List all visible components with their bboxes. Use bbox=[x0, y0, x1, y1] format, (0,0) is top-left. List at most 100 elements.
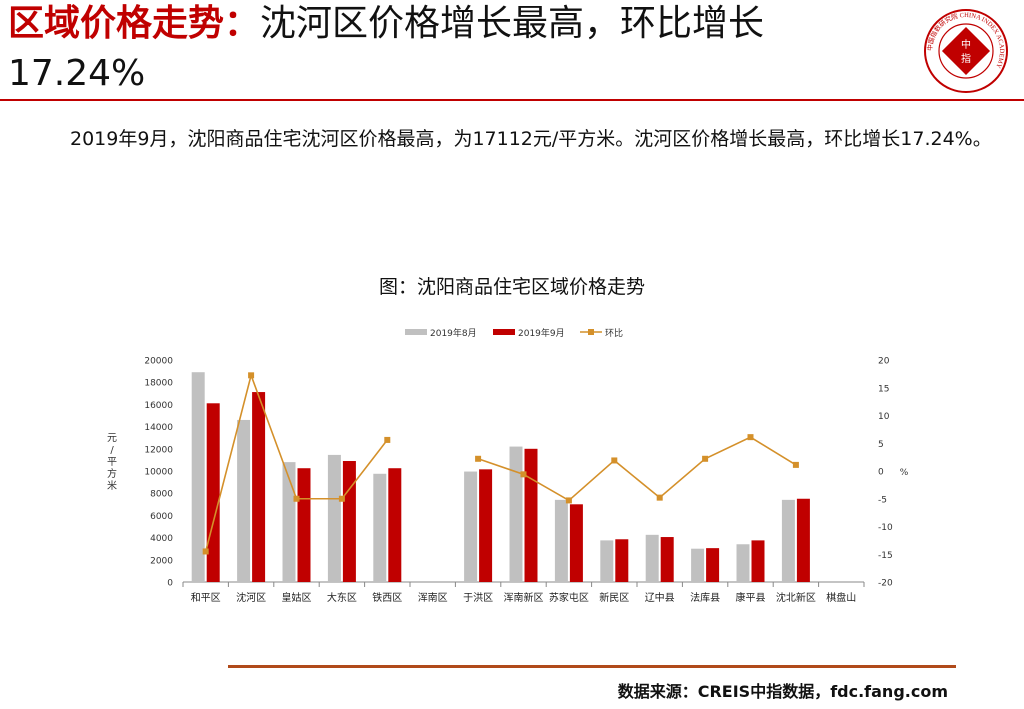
x-tick-label: 沈北新区 bbox=[776, 591, 816, 604]
y-right-tick-label: -5 bbox=[878, 495, 887, 505]
bar-2019-09 bbox=[796, 498, 810, 582]
mom-point bbox=[338, 495, 345, 502]
y-left-axis-label-char: / bbox=[110, 445, 114, 456]
mom-line-series bbox=[477, 436, 797, 502]
mom-point bbox=[293, 495, 300, 502]
page-title-text: 沈河区价格增长最高，环比增长 bbox=[260, 3, 765, 44]
data-source: 数据来源：CREIS中指数据，fdc.fang.com bbox=[617, 682, 948, 701]
bar-2019-09 bbox=[479, 469, 493, 582]
bar-2019-09 bbox=[342, 461, 356, 582]
bar-2019-09 bbox=[615, 539, 629, 582]
title-divider bbox=[0, 99, 1024, 101]
y-left-tick-label: 14000 bbox=[144, 423, 173, 433]
mom-point bbox=[475, 455, 482, 462]
mom-point bbox=[565, 497, 572, 504]
bar-2019-08 bbox=[781, 499, 795, 582]
bar-2019-08 bbox=[645, 534, 659, 582]
bar-2019-09 bbox=[751, 540, 765, 582]
legend-swatch-2019-08 bbox=[405, 329, 427, 335]
x-tick-label: 沈河区 bbox=[236, 591, 266, 604]
y-left-tick-label: 2000 bbox=[150, 556, 173, 566]
bar-2019-08 bbox=[373, 473, 387, 582]
y-left-tick-label: 6000 bbox=[150, 512, 173, 522]
logo-center-char-2: 指 bbox=[961, 52, 971, 65]
y-right-tick-label: 20 bbox=[878, 357, 890, 367]
page-title: 区域价格走势：沈河区价格增长最高，环比增长 bbox=[8, 2, 908, 45]
y-right-axis-label: % bbox=[900, 468, 909, 478]
y-left-tick-label: 12000 bbox=[144, 445, 173, 455]
x-tick-label: 新民区 bbox=[599, 591, 629, 604]
bar-2019-08 bbox=[327, 454, 341, 582]
mom-point bbox=[202, 548, 209, 555]
mom-point bbox=[248, 372, 255, 379]
y-right-tick-label: 0 bbox=[878, 468, 884, 478]
x-tick-label: 浑南新区 bbox=[504, 591, 544, 604]
bar-2019-08 bbox=[191, 372, 205, 582]
mom-point bbox=[611, 457, 618, 464]
mom-line-series bbox=[204, 372, 388, 552]
x-tick-label: 苏家屯区 bbox=[549, 591, 589, 604]
y-right-tick-label: -15 bbox=[878, 551, 893, 561]
footer-divider bbox=[228, 665, 956, 668]
bar-2019-09 bbox=[388, 468, 402, 582]
page-title-continuation: 17.24% bbox=[8, 53, 146, 94]
bar-2019-08 bbox=[282, 462, 296, 582]
x-tick-label: 和平区 bbox=[191, 592, 221, 604]
bar-2019-08 bbox=[736, 544, 750, 582]
bar-2019-08 bbox=[509, 446, 523, 582]
bar-2019-09 bbox=[206, 403, 220, 582]
legend-label-mom: 环比 bbox=[605, 327, 623, 339]
mom-point bbox=[520, 471, 527, 478]
y-left-tick-label: 16000 bbox=[144, 401, 173, 411]
y-left-tick-label: 4000 bbox=[150, 534, 173, 544]
china-index-academy-logo: 中国指数研究院 CHINA INDEX ACADEMY 中 指 bbox=[924, 9, 1008, 93]
x-tick-label: 铁西区 bbox=[372, 591, 402, 604]
mom-point bbox=[384, 436, 391, 443]
mom-point bbox=[702, 455, 709, 462]
bar-2019-09 bbox=[706, 548, 720, 582]
bar-2019-09 bbox=[524, 448, 538, 582]
y-left-tick-label: 18000 bbox=[144, 379, 173, 389]
legend-marker-mom bbox=[588, 329, 594, 335]
y-left-tick-label: 0 bbox=[167, 579, 173, 589]
x-tick-label: 皇姑区 bbox=[282, 591, 312, 604]
y-left-axis-label-char: 米 bbox=[107, 479, 117, 492]
legend-label-2019-08: 2019年8月 bbox=[430, 327, 477, 339]
y-left-axis-label-char: 元 bbox=[107, 433, 117, 444]
y-right-tick-label: -10 bbox=[878, 523, 893, 533]
legend-label-2019-09: 2019年9月 bbox=[518, 327, 565, 339]
x-tick-label: 棋盘山 bbox=[826, 591, 856, 604]
bar-2019-08 bbox=[464, 471, 478, 582]
mom-point bbox=[656, 494, 663, 501]
mom-point bbox=[747, 434, 754, 441]
bar-2019-09 bbox=[252, 392, 266, 582]
y-right-tick-label: -20 bbox=[878, 579, 893, 589]
x-tick-label: 于洪区 bbox=[463, 592, 493, 604]
y-left-tick-label: 8000 bbox=[150, 490, 173, 500]
x-tick-label: 大东区 bbox=[327, 591, 357, 604]
mom-point bbox=[792, 461, 799, 468]
x-tick-label: 浑南区 bbox=[418, 591, 448, 604]
x-tick-label: 法库县 bbox=[690, 591, 720, 604]
logo-center-char-1: 中 bbox=[961, 38, 971, 51]
y-left-axis-label-char: 方 bbox=[107, 467, 117, 480]
y-left-axis-label-char: 平 bbox=[107, 457, 117, 468]
y-right-tick-label: 15 bbox=[878, 384, 889, 394]
y-right-tick-label: 10 bbox=[878, 412, 890, 422]
y-left-tick-label: 10000 bbox=[144, 468, 173, 478]
bar-2019-08 bbox=[600, 540, 614, 582]
y-right-tick-label: 5 bbox=[878, 440, 884, 450]
bar-2019-08 bbox=[691, 548, 705, 582]
summary-paragraph: 2019年9月，沈阳商品住宅沈河区价格最高，为17112元/平方米。沈河区价格增… bbox=[70, 128, 992, 150]
x-tick-label: 康平县 bbox=[736, 591, 766, 604]
y-left-tick-label: 20000 bbox=[144, 357, 173, 367]
x-tick-label: 辽中县 bbox=[645, 591, 675, 604]
page-title-highlight: 区域价格走势： bbox=[8, 3, 261, 44]
bar-2019-09 bbox=[660, 537, 674, 582]
legend-swatch-2019-09 bbox=[493, 329, 515, 335]
bar-2019-09 bbox=[297, 468, 311, 582]
bar-2019-08 bbox=[237, 419, 251, 582]
chart-title: 图：沈阳商品住宅区域价格走势 bbox=[378, 276, 645, 298]
bar-2019-08 bbox=[554, 499, 568, 582]
